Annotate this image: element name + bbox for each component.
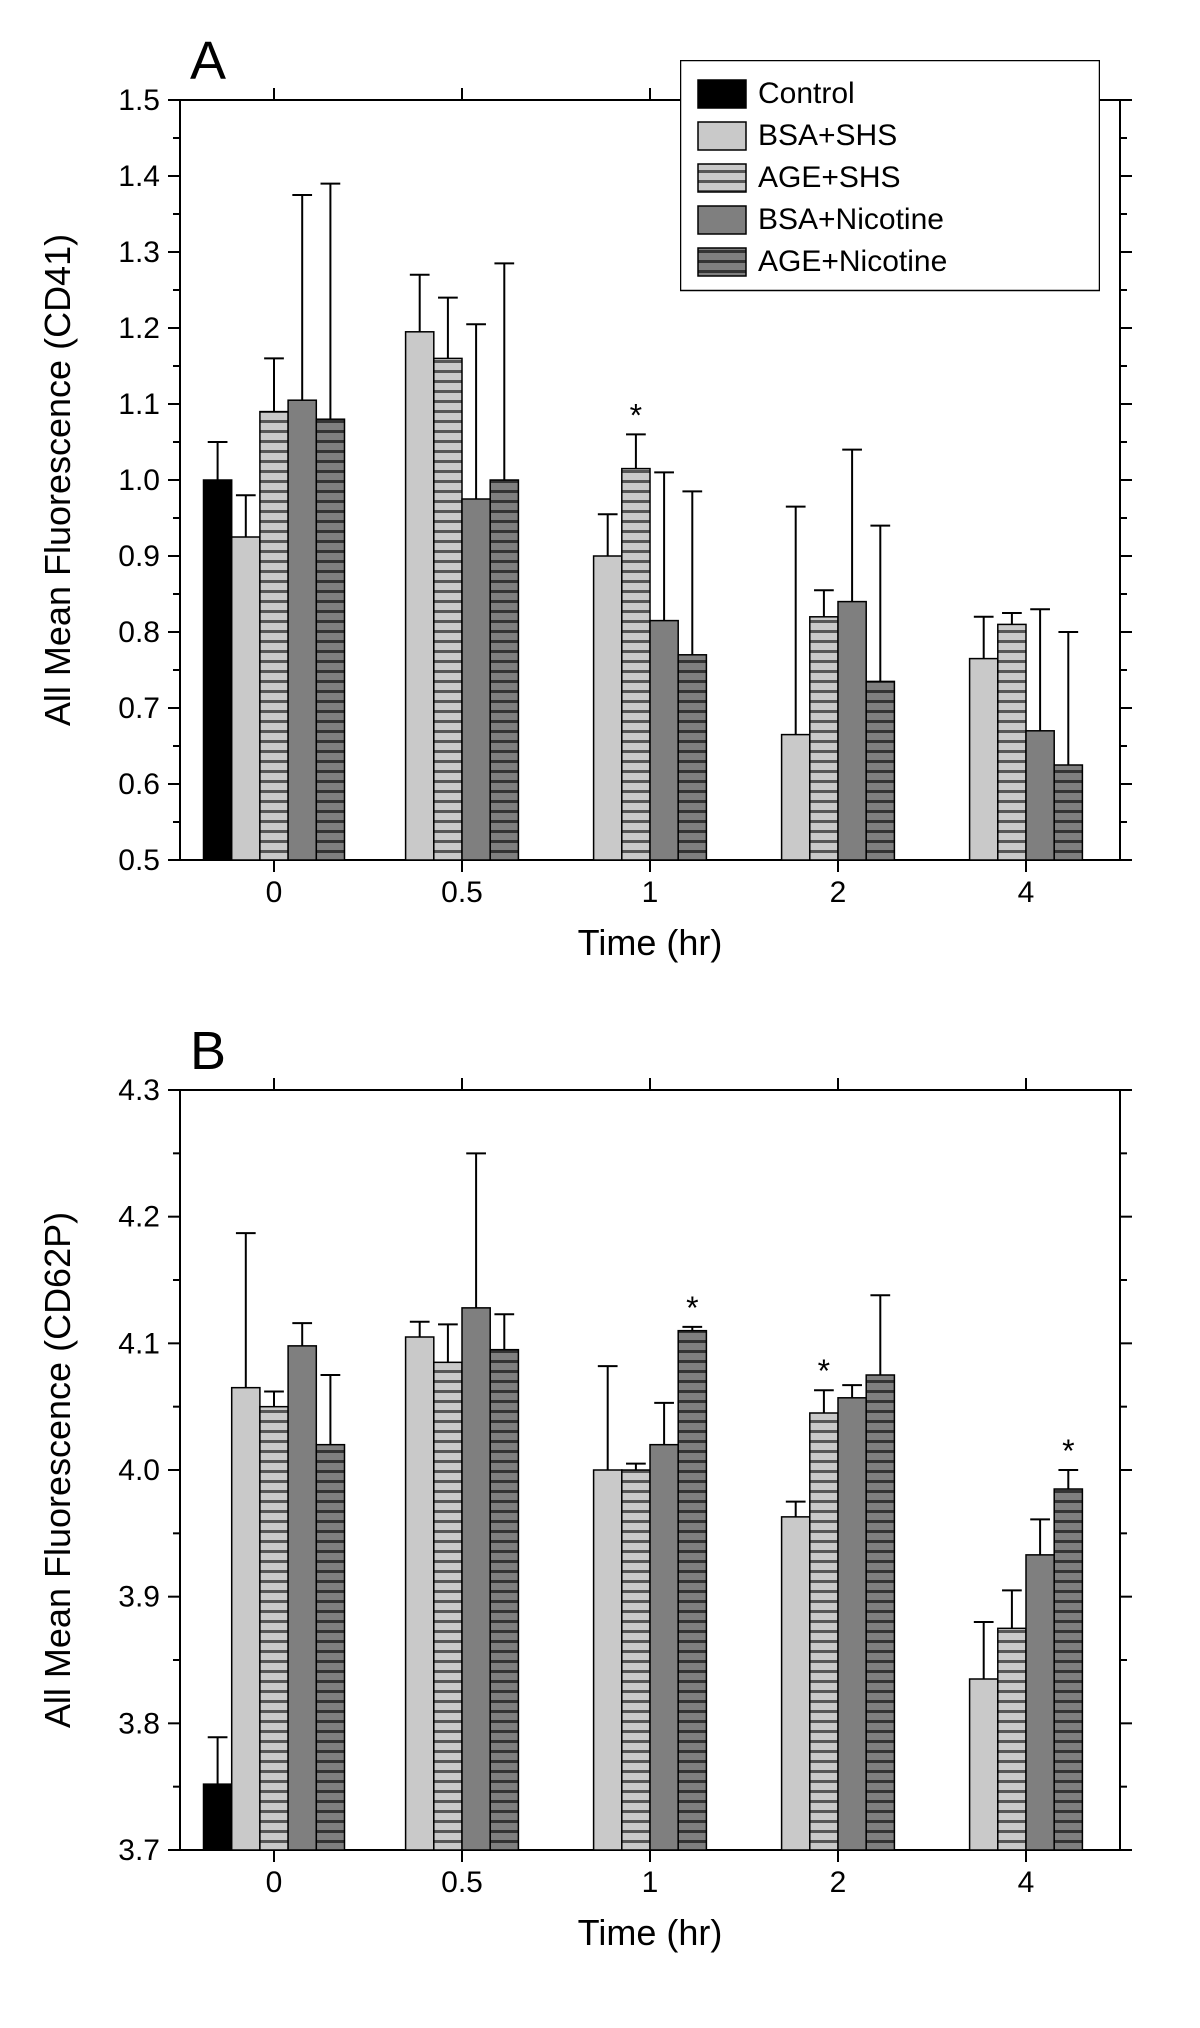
svg-text:3.7: 3.7 bbox=[118, 1834, 160, 1867]
svg-text:1.3: 1.3 bbox=[118, 236, 160, 269]
svg-text:0.8: 0.8 bbox=[118, 616, 160, 649]
svg-text:0.5: 0.5 bbox=[118, 844, 160, 877]
svg-text:1.2: 1.2 bbox=[118, 312, 160, 345]
svg-text:0.6: 0.6 bbox=[118, 768, 160, 801]
svg-text:2: 2 bbox=[830, 1866, 847, 1899]
svg-text:*: * bbox=[818, 1353, 830, 1389]
svg-text:1.5: 1.5 bbox=[118, 84, 160, 117]
svg-text:Time (hr): Time (hr) bbox=[578, 1912, 723, 1953]
svg-text:0: 0 bbox=[266, 876, 283, 909]
svg-text:BSA+SHS: BSA+SHS bbox=[758, 119, 897, 152]
svg-text:AGE+SHS: AGE+SHS bbox=[758, 161, 901, 194]
svg-text:1.4: 1.4 bbox=[118, 160, 160, 193]
legend: Control BSA+SHS AGE+SHS BSA+Nicotine AGE+Nic… bbox=[680, 60, 1100, 320]
svg-text:4.3: 4.3 bbox=[118, 1074, 160, 1107]
svg-text:4.2: 4.2 bbox=[118, 1201, 160, 1234]
svg-text:0.5: 0.5 bbox=[441, 1866, 483, 1899]
svg-text:4.1: 4.1 bbox=[118, 1327, 160, 1360]
svg-text:*: * bbox=[686, 1290, 698, 1326]
svg-text:*: * bbox=[1062, 1433, 1074, 1469]
svg-text:All Mean Fluorescence (CD62P): All Mean Fluorescence (CD62P) bbox=[37, 1212, 78, 1728]
svg-text:All Mean Fluorescence (CD41): All Mean Fluorescence (CD41) bbox=[37, 234, 78, 726]
svg-text:1.1: 1.1 bbox=[118, 388, 160, 421]
svg-text:0.9: 0.9 bbox=[118, 540, 160, 573]
svg-text:4: 4 bbox=[1018, 876, 1035, 909]
svg-text:1: 1 bbox=[642, 876, 659, 909]
svg-text:1.0: 1.0 bbox=[118, 464, 160, 497]
svg-text:BSA+Nicotine: BSA+Nicotine bbox=[758, 203, 944, 236]
svg-text:Control: Control bbox=[758, 77, 855, 110]
svg-text:AGE+Nicotine: AGE+Nicotine bbox=[758, 245, 947, 278]
svg-text:2: 2 bbox=[830, 876, 847, 909]
svg-text:0: 0 bbox=[266, 1866, 283, 1899]
panel-b-chart: 3.7 3.8 3.9 4.0 4.1 4.2 4.3 All Mean Fluorescen… bbox=[0, 1050, 1200, 2010]
svg-text:0.7: 0.7 bbox=[118, 692, 160, 725]
figure: A 0.50.60.70.80.91.01.11.21.31.41.5All M… bbox=[0, 0, 1200, 2028]
svg-text:*: * bbox=[630, 397, 642, 433]
svg-text:4: 4 bbox=[1018, 1866, 1035, 1899]
svg-text:3.8: 3.8 bbox=[118, 1707, 160, 1740]
svg-text:4.0: 4.0 bbox=[118, 1454, 160, 1487]
svg-text:Time (hr): Time (hr) bbox=[578, 922, 723, 963]
svg-text:3.9: 3.9 bbox=[118, 1581, 160, 1614]
svg-text:1: 1 bbox=[642, 1866, 659, 1899]
svg-text:0.5: 0.5 bbox=[441, 876, 483, 909]
